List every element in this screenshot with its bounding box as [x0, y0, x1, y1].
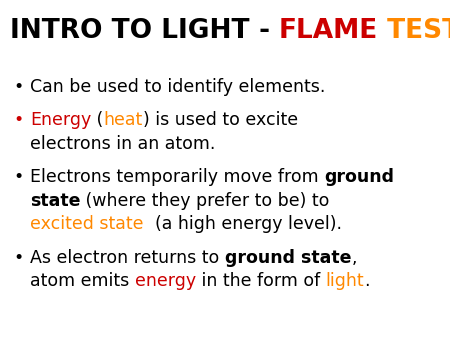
Text: •: • [13, 78, 23, 96]
Text: ground state: ground state [225, 249, 351, 267]
Text: energy: energy [135, 272, 196, 290]
Text: •: • [13, 249, 23, 267]
Text: light: light [326, 272, 364, 290]
Text: Energy: Energy [30, 112, 91, 129]
Text: (: ( [91, 112, 104, 129]
Text: (where they prefer to be) to: (where they prefer to be) to [81, 192, 330, 210]
Text: in the form of: in the form of [196, 272, 326, 290]
Text: ) is used to excite: ) is used to excite [143, 112, 298, 129]
Text: Electrons temporarily move from: Electrons temporarily move from [30, 168, 324, 186]
Text: .: . [364, 272, 370, 290]
Text: •: • [13, 112, 23, 129]
Text: state: state [30, 192, 81, 210]
Text: As electron returns to: As electron returns to [30, 249, 225, 267]
Text: FLAME: FLAME [279, 18, 378, 44]
Text: atom emits: atom emits [30, 272, 135, 290]
Text: excited state: excited state [30, 215, 144, 233]
Text: heat: heat [104, 112, 143, 129]
Text: TEST: TEST [378, 18, 450, 44]
Text: ground: ground [324, 168, 394, 186]
Text: INTRO TO LIGHT: INTRO TO LIGHT [10, 18, 249, 44]
Text: Can be used to identify elements.: Can be used to identify elements. [30, 78, 325, 96]
Text: •: • [13, 168, 23, 186]
Text: ,: , [351, 249, 357, 267]
Text: (a high energy level).: (a high energy level). [144, 215, 342, 233]
Text: electrons in an atom.: electrons in an atom. [30, 135, 216, 153]
Text: -: - [249, 18, 279, 44]
